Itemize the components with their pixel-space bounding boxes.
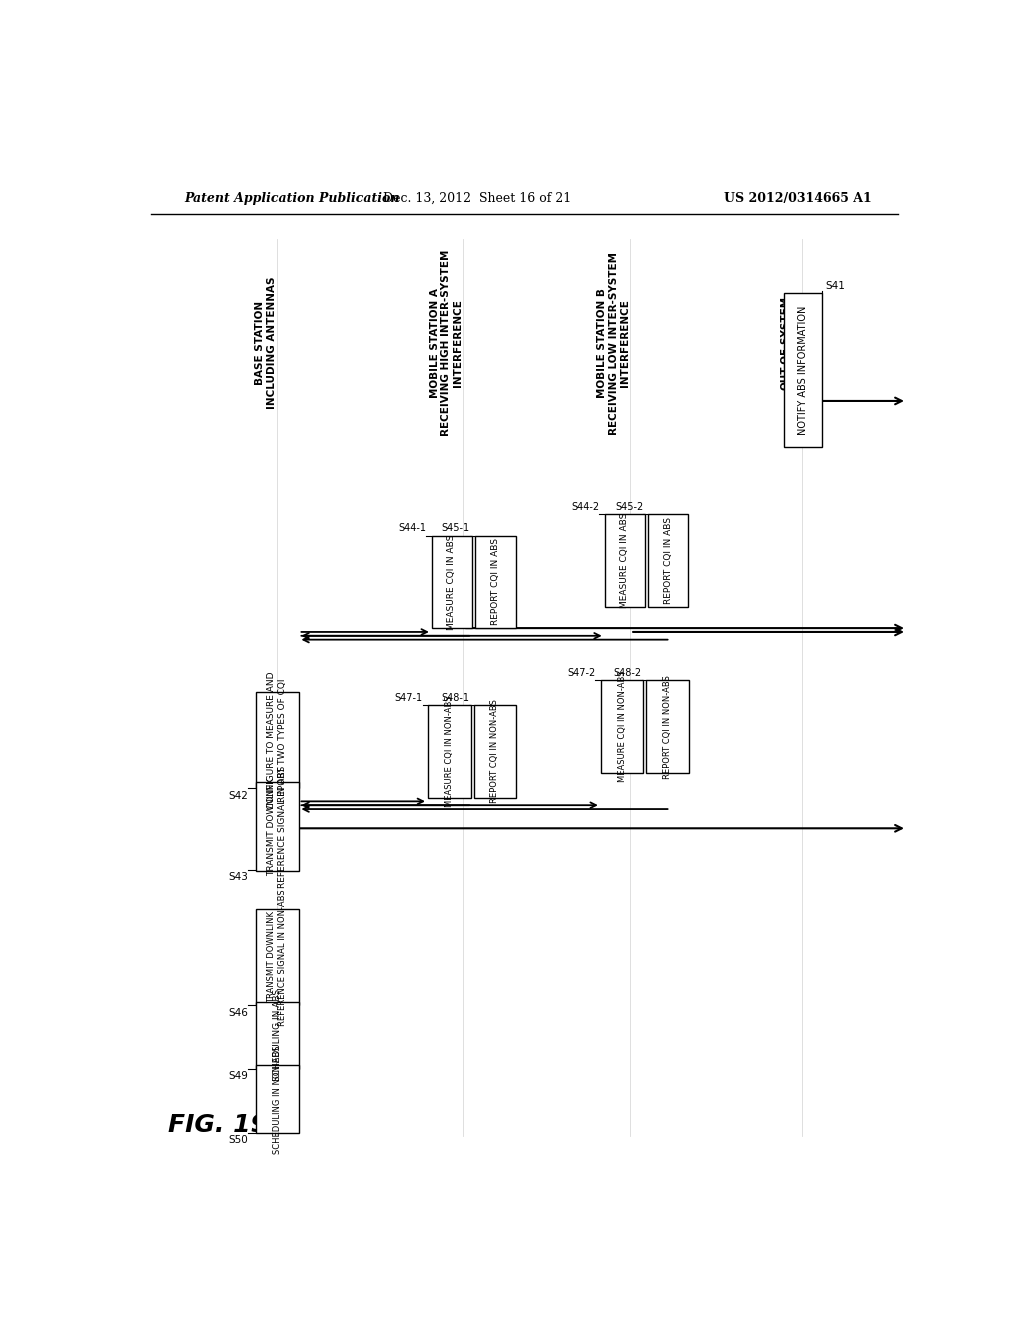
Text: FIG. 19: FIG. 19 bbox=[168, 1113, 268, 1137]
Text: NOTIFY ABS INFORMATION: NOTIFY ABS INFORMATION bbox=[798, 305, 808, 434]
Text: S44-2: S44-2 bbox=[571, 502, 599, 512]
Text: MEASURE CQI IN ABS: MEASURE CQI IN ABS bbox=[621, 512, 630, 609]
Bar bbox=[428, 705, 471, 797]
Text: S41: S41 bbox=[825, 281, 846, 290]
Text: SCHEDULING IN NON-ABS: SCHEDULING IN NON-ABS bbox=[272, 1045, 282, 1154]
Text: S46: S46 bbox=[228, 1007, 248, 1018]
Bar bbox=[256, 909, 299, 1006]
Bar bbox=[646, 681, 689, 774]
Text: US 2012/0314665 A1: US 2012/0314665 A1 bbox=[724, 191, 872, 205]
Text: MOBILE STATION A
RECEIVING HIGH INTER-SYSTEM
INTERFERENCE: MOBILE STATION A RECEIVING HIGH INTER-SY… bbox=[430, 249, 463, 437]
Bar bbox=[432, 536, 472, 628]
Text: S43: S43 bbox=[228, 873, 248, 882]
Text: CONFIGURE TO MEASURE AND
REPORT TWO TYPES OF CQI: CONFIGURE TO MEASURE AND REPORT TWO TYPE… bbox=[267, 672, 287, 809]
Text: S49: S49 bbox=[228, 1071, 248, 1081]
Text: BASE STATION
INCLUDING ANTENNAS: BASE STATION INCLUDING ANTENNAS bbox=[255, 277, 276, 409]
Text: REPORT CQI IN ABS: REPORT CQI IN ABS bbox=[664, 517, 673, 603]
Bar bbox=[256, 692, 299, 788]
Bar bbox=[256, 1002, 299, 1069]
Text: S42: S42 bbox=[228, 791, 248, 800]
Text: S47-1: S47-1 bbox=[394, 693, 423, 702]
Text: REPORT CQI IN NON-ABS: REPORT CQI IN NON-ABS bbox=[490, 700, 500, 804]
Bar bbox=[604, 515, 645, 607]
Bar bbox=[648, 515, 688, 607]
Bar bbox=[256, 781, 299, 871]
Text: TRANSMIT DOWNLINK
REFERENCE SIGNAL IN ABS: TRANSMIT DOWNLINK REFERENCE SIGNAL IN AB… bbox=[267, 766, 287, 887]
Bar bbox=[784, 293, 821, 447]
Text: SCHEDULING IN ABS: SCHEDULING IN ABS bbox=[272, 990, 282, 1081]
Text: MEASURE CQI IN NON-ABS: MEASURE CQI IN NON-ABS bbox=[444, 696, 454, 807]
Text: OUT-OF-SYSTEM
BASE STATION: OUT-OF-SYSTEM BASE STATION bbox=[780, 296, 802, 391]
Text: MOBILE STATION B
RECEIVING LOW INTER-SYSTEM
INTERFERENCE: MOBILE STATION B RECEIVING LOW INTER-SYS… bbox=[597, 252, 630, 434]
Bar bbox=[475, 536, 515, 628]
Bar bbox=[601, 681, 643, 774]
Text: S50: S50 bbox=[228, 1135, 248, 1144]
Text: MEASURE CQI IN NON-ABS: MEASURE CQI IN NON-ABS bbox=[617, 671, 627, 783]
Text: S48-2: S48-2 bbox=[613, 668, 642, 678]
Text: S45-2: S45-2 bbox=[615, 502, 643, 512]
Text: S44-1: S44-1 bbox=[398, 524, 426, 533]
Text: S45-1: S45-1 bbox=[441, 524, 470, 533]
Text: S47-2: S47-2 bbox=[567, 668, 595, 678]
Text: TRANSMIT DOWNLINK
REFERENCE SIGNAL IN NON-ABS: TRANSMIT DOWNLINK REFERENCE SIGNAL IN NO… bbox=[267, 888, 287, 1026]
Text: S48-1: S48-1 bbox=[441, 693, 469, 702]
Text: REPORT CQI IN ABS: REPORT CQI IN ABS bbox=[490, 539, 500, 626]
Bar bbox=[256, 1065, 299, 1133]
Bar bbox=[474, 705, 516, 797]
Text: Dec. 13, 2012  Sheet 16 of 21: Dec. 13, 2012 Sheet 16 of 21 bbox=[383, 191, 570, 205]
Text: REPORT CQI IN NON-ABS: REPORT CQI IN NON-ABS bbox=[664, 675, 673, 779]
Text: Patent Application Publication: Patent Application Publication bbox=[183, 191, 399, 205]
Text: MEASURE CQI IN ABS: MEASURE CQI IN ABS bbox=[447, 535, 457, 630]
